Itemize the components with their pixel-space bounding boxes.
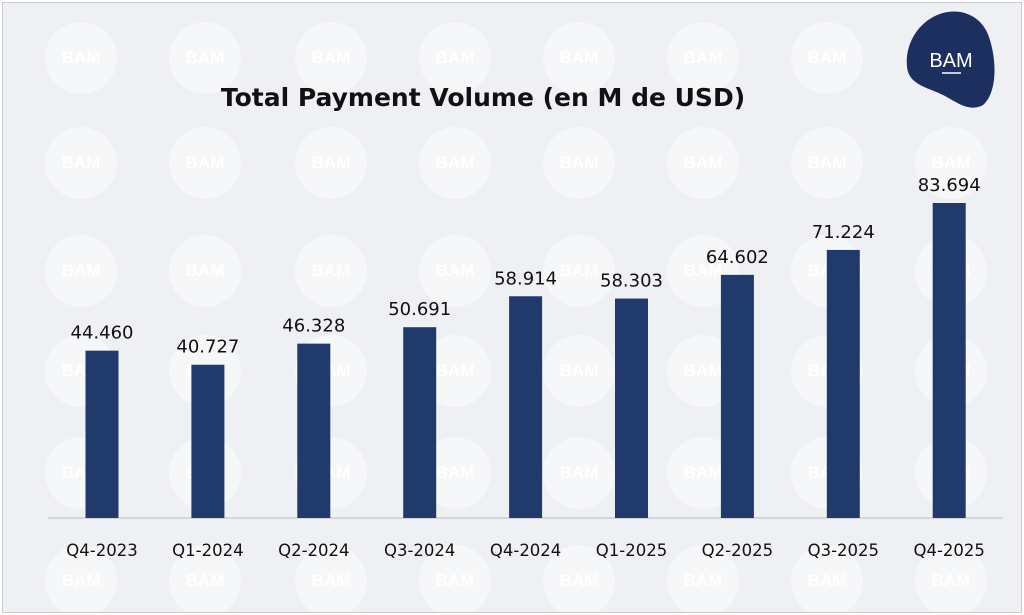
bar-q1-2025 — [615, 298, 648, 518]
bar-q4-2024 — [509, 296, 543, 518]
bar-q3-2024 — [403, 327, 437, 518]
bar-q4-2025 — [932, 203, 966, 518]
bar-q3-2025 — [826, 249, 860, 518]
logo-text: BAM — [929, 50, 972, 72]
x-tick-label: Q2-2025 — [702, 541, 773, 560]
data-label: 83.694 — [918, 175, 981, 196]
x-tick-label: Q4-2025 — [913, 541, 984, 560]
x-tick-label: Q3-2024 — [384, 541, 455, 560]
bar-chart: 44.460 Q4-2023 40.727 Q1-2024 46.328 Q2-2024 5… — [48, 175, 1003, 560]
bar-q2-2025 — [720, 274, 754, 518]
data-label: 50.691 — [388, 299, 451, 320]
data-label: 46.328 — [282, 316, 345, 337]
x-tick-label: Q2-2024 — [278, 541, 349, 560]
chart-title: Total Payment Volume (en M de USD) — [220, 83, 746, 112]
data-label: 71.224 — [812, 222, 875, 243]
bam-logo: BAM — [906, 11, 995, 108]
x-tick-label: Q1-2025 — [596, 541, 667, 560]
x-tick-label: Q3-2025 — [808, 541, 879, 560]
data-label: 58.914 — [494, 268, 557, 289]
data-label: 44.460 — [71, 323, 134, 344]
x-tick-label: Q4-2023 — [66, 541, 137, 560]
data-label: 64.602 — [706, 247, 769, 268]
x-tick-label: Q4-2024 — [490, 541, 561, 560]
bar-q2-2024 — [297, 343, 331, 518]
x-tick-label: Q1-2024 — [172, 541, 243, 560]
data-label: 58.303 — [600, 271, 663, 292]
bar-q4-2023 — [85, 350, 119, 518]
logo-blob-shape — [906, 11, 995, 108]
data-label: 40.727 — [176, 337, 239, 358]
bar-q1-2024 — [191, 364, 225, 518]
